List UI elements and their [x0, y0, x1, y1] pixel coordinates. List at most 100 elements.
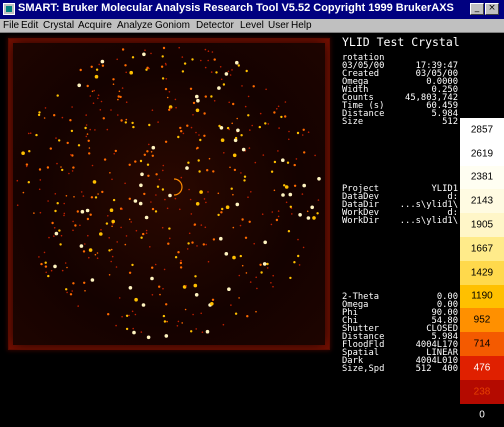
- diffraction-spot: [204, 95, 207, 98]
- info-key: 2-Theta: [342, 292, 380, 302]
- scale-swatch[interactable]: 2381: [460, 165, 504, 190]
- scale-swatch[interactable]: 0: [460, 403, 504, 427]
- diffraction-spot: [273, 111, 276, 114]
- scale-swatch[interactable]: 2143: [460, 189, 504, 214]
- diffraction-spot: [85, 114, 87, 116]
- diffraction-spot: [189, 198, 192, 201]
- diffraction-spot: [65, 288, 68, 291]
- diffraction-spot: [177, 135, 180, 139]
- diffraction-spot: [94, 74, 99, 79]
- info-value: 0.00: [436, 300, 458, 310]
- diffraction-spot: [194, 275, 197, 278]
- diffraction-spot: [210, 302, 214, 306]
- diffraction-spot: [179, 208, 181, 211]
- scale-swatch[interactable]: 1429: [460, 260, 504, 285]
- diffraction-spot: [146, 163, 150, 166]
- diffraction-spot: [183, 62, 187, 65]
- diffraction-spot: [117, 95, 120, 98]
- diffraction-spot: [65, 195, 68, 197]
- diffraction-spot: [254, 161, 257, 164]
- menu-detector[interactable]: Detector: [196, 20, 234, 31]
- diffraction-spot: [114, 149, 118, 153]
- scale-swatch[interactable]: 476: [460, 355, 504, 380]
- diffraction-spot: [314, 154, 316, 157]
- intensity-color-scale[interactable]: 2857 2619 2381 2143 1905 1667 1429 1190 …: [460, 118, 504, 427]
- diffraction-spot: [180, 130, 183, 133]
- diffraction-spot: [49, 147, 52, 150]
- scale-value: 1429: [470, 267, 494, 279]
- info-row: Omega 0.00: [342, 300, 458, 310]
- diffraction-spot: [270, 223, 273, 226]
- diffraction-spot: [187, 242, 190, 245]
- diffraction-spot: [94, 129, 96, 131]
- diffraction-spot: [99, 109, 102, 111]
- diffraction-spot: [162, 164, 165, 167]
- diffraction-spot: [150, 52, 152, 55]
- menu-file[interactable]: File: [3, 20, 20, 31]
- menu-edit[interactable]: Edit: [21, 20, 39, 31]
- menu-help[interactable]: Help: [291, 20, 312, 31]
- scale-swatch[interactable]: 238: [460, 379, 504, 404]
- menu-goniom[interactable]: Goniom: [155, 20, 191, 31]
- menu-analyze[interactable]: Analyze: [117, 20, 153, 31]
- diffraction-spot: [111, 225, 113, 228]
- diffraction-spot: [124, 182, 126, 185]
- diffraction-spot: [186, 124, 189, 127]
- app-icon[interactable]: [3, 3, 15, 15]
- diffraction-spot: [120, 226, 122, 229]
- diffraction-spot: [125, 314, 129, 317]
- diffraction-spot: [243, 179, 246, 182]
- diffraction-spot: [191, 241, 194, 244]
- diffraction-spot: [184, 308, 187, 311]
- diffraction-spot: [128, 271, 132, 274]
- diffraction-spot: [205, 243, 207, 246]
- diffraction-spot: [66, 141, 69, 145]
- diffraction-spot: [102, 117, 106, 120]
- menu-user[interactable]: User: [268, 20, 290, 31]
- scale-swatch[interactable]: 952: [460, 308, 504, 333]
- diffraction-spot: [140, 331, 143, 333]
- diffraction-spot: [16, 204, 19, 206]
- minimize-button[interactable]: _: [470, 3, 484, 15]
- diffraction-spot: [317, 177, 321, 181]
- detector-frame[interactable]: [8, 38, 330, 350]
- diffraction-spot: [157, 121, 159, 123]
- diffraction-spot: [53, 264, 57, 269]
- diffraction-spot: [131, 263, 134, 267]
- info-key: WorkDir: [342, 216, 380, 226]
- diffraction-spot: [280, 115, 283, 119]
- scale-swatch[interactable]: 2857: [460, 118, 504, 142]
- diffraction-spot: [61, 168, 64, 172]
- diffraction-spot: [27, 181, 30, 184]
- info-key: Width: [342, 85, 369, 95]
- frame-header-block: rotation 03/05/00 17:39:47 Created 03/05/0…: [342, 54, 458, 127]
- diffraction-image-view[interactable]: [0, 33, 338, 386]
- info-key: Time (s): [342, 101, 385, 111]
- diffraction-spot: [85, 135, 88, 138]
- menu-crystal[interactable]: Crystal: [43, 20, 75, 31]
- close-button[interactable]: ×: [485, 3, 499, 15]
- info-row: DataDir ...s\ylid1\: [342, 201, 458, 210]
- diffraction-spot: [270, 170, 274, 173]
- diffraction-spot: [124, 64, 127, 67]
- scale-swatch[interactable]: 714: [460, 332, 504, 356]
- menu-acquire[interactable]: Acquire: [78, 20, 112, 31]
- diffraction-spot: [162, 169, 164, 172]
- diffraction-spot: [281, 158, 285, 162]
- scale-swatch[interactable]: 1667: [460, 236, 504, 261]
- diffraction-spot: [212, 238, 216, 241]
- diffraction-spot: [179, 126, 182, 130]
- diffraction-spot: [121, 48, 125, 51]
- scale-swatch[interactable]: 2619: [460, 141, 504, 166]
- diffraction-spot: [164, 87, 168, 91]
- diffraction-spot: [310, 205, 315, 210]
- diffraction-spot: [79, 224, 81, 227]
- diffraction-spot: [38, 168, 42, 171]
- info-row: Time (s) 60.459: [342, 101, 458, 111]
- scale-swatch[interactable]: 1190: [460, 284, 504, 309]
- diffraction-spot: [142, 52, 146, 57]
- scale-swatch[interactable]: 1905: [460, 213, 504, 237]
- window-title: SMART: Bruker Molecular Analysis Researc…: [18, 2, 454, 14]
- menu-level[interactable]: Level: [240, 20, 264, 31]
- diffraction-spot: [203, 134, 206, 137]
